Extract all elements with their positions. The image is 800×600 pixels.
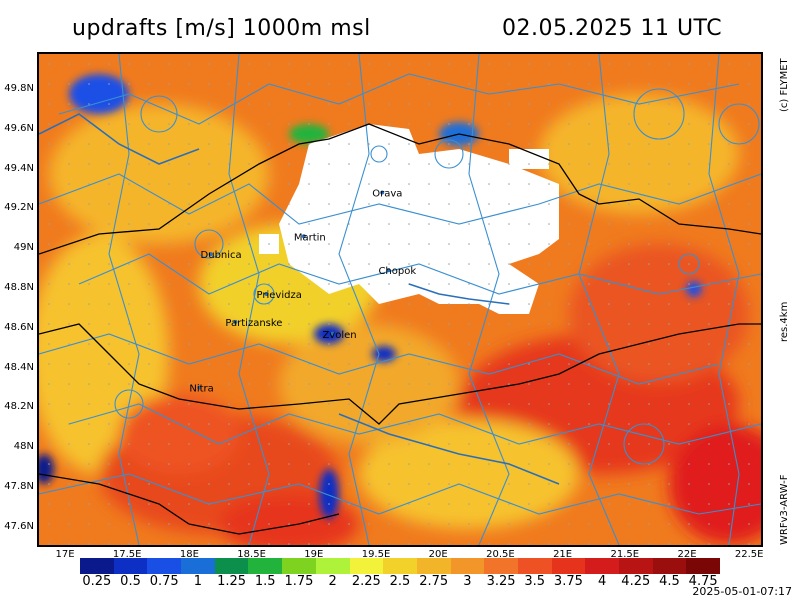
city-marker <box>380 190 385 195</box>
legend-swatch <box>282 558 316 574</box>
legend-value-label: 2.75 <box>419 574 449 589</box>
lon-tick-label: 19E <box>304 549 324 560</box>
copyright-label: (c) FLYMET <box>779 58 790 112</box>
legend-value-label: 2.25 <box>351 574 381 589</box>
lat-tick-label: 48.2N <box>4 401 34 413</box>
legend-swatch <box>416 558 451 574</box>
forecast-datetime: 02.05.2025 11 UTC <box>502 16 723 41</box>
legend-swatch <box>585 558 619 574</box>
lat-tick-label: 48.6N <box>4 321 34 333</box>
legend-swatch <box>517 558 552 574</box>
lon-tick-label: 20.5E <box>486 549 515 560</box>
city-marker <box>233 319 238 324</box>
legend-value-label: 0.5 <box>120 574 141 589</box>
lat-tick-label: 49.6N <box>4 122 34 134</box>
legend-swatch <box>315 558 350 574</box>
lon-tick-label: 21E <box>553 549 573 560</box>
legend-swatch <box>652 558 687 574</box>
lat-tick-label: 49.8N <box>4 83 34 94</box>
legend-colorbar <box>80 558 721 574</box>
legend-swatch <box>383 558 417 574</box>
map-canvas: Orava Martin Dubnica Chopok Prievidza Partiza… <box>39 54 761 545</box>
city-marker <box>264 291 269 296</box>
city-markers: Orava Martin Dubnica Chopok Prievidza Partiza… <box>189 188 416 394</box>
legend-swatch <box>619 558 653 574</box>
city-label: Partizanske <box>225 318 282 329</box>
lat-tick-label: 47.6N <box>4 520 34 532</box>
legend-value-label: 1.25 <box>217 574 247 589</box>
legend-value-label: 4 <box>597 574 607 589</box>
lat-tick-label: 49.4N <box>4 162 34 174</box>
legend-swatch <box>113 558 148 574</box>
city-label: Orava <box>372 188 402 199</box>
lat-tick-label: 47.8N <box>4 481 34 492</box>
city-marker <box>301 234 306 239</box>
city-marker <box>208 252 213 257</box>
updraft-map[interactable]: Orava Martin Dubnica Chopok Prievidza Partiza… <box>37 52 763 547</box>
city-label: Zvolen <box>322 330 356 341</box>
legend-swatch <box>551 558 586 574</box>
lon-tick-label: 22.5E <box>734 549 764 560</box>
legend-value-label: 0.25 <box>82 574 112 589</box>
legend-value-label: 1.75 <box>284 574 314 589</box>
lat-tick-label: 49.2N <box>4 202 34 214</box>
map-title: updrafts [m/s] 1000m msl <box>72 16 371 41</box>
legend-swatch <box>214 558 249 574</box>
legend-value-label: 2.5 <box>389 574 411 589</box>
legend-value-label: 0.75 <box>149 574 179 589</box>
generated-timestamp: 2025-05-01-07:17 <box>692 585 792 598</box>
lon-tick-label: 21.5E <box>610 549 640 560</box>
lon-tick-label: 18.5E <box>237 549 266 560</box>
city-marker <box>197 385 202 390</box>
legend-value-label: 4.75 <box>688 574 718 589</box>
airspace-boundaries <box>39 54 761 545</box>
lon-tick-label: 17E <box>55 549 75 560</box>
rivers <box>39 113 560 485</box>
lat-tick-label: 48.8N <box>4 282 34 293</box>
legend-value-label: 3.5 <box>524 574 546 589</box>
model-label: WRFv3-ARW-F <box>779 474 790 545</box>
legend-swatch <box>147 558 182 574</box>
legend-swatch <box>80 558 114 574</box>
lon-tick-label: 22E <box>677 549 697 560</box>
legend-swatch <box>686 558 721 574</box>
legend-value-label: 3 <box>463 574 472 589</box>
legend-value-label: 3.75 <box>553 574 583 589</box>
city-marker <box>330 331 335 336</box>
legend-value-label: 2 <box>328 574 337 589</box>
lon-tick-label: 18E <box>179 549 199 560</box>
legend-value-label: 1 <box>193 574 203 589</box>
legend-value-label: 3.25 <box>486 574 516 589</box>
lat-tick-label: 49N <box>13 242 34 254</box>
city-label: Dubnica <box>201 250 242 261</box>
legend-value-label: 4.25 <box>621 574 651 589</box>
legend-value-label: 1.5 <box>254 574 276 589</box>
legend-swatch <box>248 558 283 574</box>
legend-swatch <box>181 558 215 574</box>
legend-swatch <box>349 558 384 574</box>
city-label: Nitra <box>189 384 213 395</box>
legend-swatch <box>484 558 518 574</box>
lon-tick-label: 17.5E <box>112 549 142 560</box>
lon-tick-label: 20E <box>428 549 448 560</box>
lat-tick-label: 48N <box>13 441 34 453</box>
country-borders <box>39 123 761 535</box>
legend-swatch <box>450 558 485 574</box>
lat-tick-label: 48.4N <box>4 361 34 373</box>
city-label: Martin <box>294 232 326 243</box>
resolution-label: res.4km <box>779 301 790 342</box>
city-marker <box>386 268 391 273</box>
legend-value-label: 4.5 <box>659 574 680 589</box>
city-label: Chopok <box>378 266 416 277</box>
city-label: Prievidza <box>257 290 302 301</box>
lon-tick-label: 19.5E <box>361 549 391 560</box>
